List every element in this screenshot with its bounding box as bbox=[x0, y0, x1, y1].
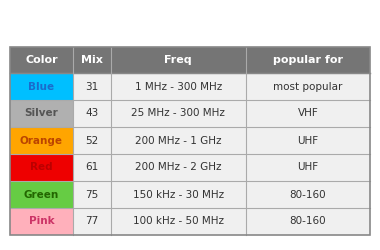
Bar bbox=[73, 181, 111, 208]
Text: 31: 31 bbox=[85, 82, 98, 92]
Bar bbox=[73, 73, 111, 100]
Bar bbox=[246, 181, 370, 208]
Text: 52: 52 bbox=[85, 136, 98, 145]
Text: Blue: Blue bbox=[28, 82, 55, 92]
Bar bbox=[10, 73, 73, 100]
Bar bbox=[10, 127, 73, 154]
Bar bbox=[111, 181, 246, 208]
Bar bbox=[246, 208, 370, 235]
Text: 61: 61 bbox=[85, 162, 98, 172]
Text: 80-160: 80-160 bbox=[290, 216, 326, 226]
Text: Silver: Silver bbox=[25, 108, 59, 118]
Bar bbox=[111, 73, 246, 100]
Bar bbox=[111, 100, 246, 127]
Bar bbox=[10, 100, 73, 127]
Text: 200 MHz - 1 GHz: 200 MHz - 1 GHz bbox=[135, 136, 222, 145]
Bar bbox=[246, 127, 370, 154]
Text: 100 kHz - 50 MHz: 100 kHz - 50 MHz bbox=[133, 216, 224, 226]
Text: VHF: VHF bbox=[298, 108, 318, 118]
Text: Mix: Mix bbox=[81, 55, 103, 65]
Bar bbox=[246, 100, 370, 127]
Bar bbox=[111, 127, 246, 154]
Text: most popular: most popular bbox=[273, 82, 343, 92]
Text: Pink: Pink bbox=[28, 216, 54, 226]
Text: Red: Red bbox=[30, 162, 53, 172]
Text: Color: Color bbox=[25, 55, 58, 65]
Bar bbox=[10, 47, 370, 73]
Text: 200 MHz - 2 GHz: 200 MHz - 2 GHz bbox=[135, 162, 222, 172]
Bar bbox=[10, 208, 73, 235]
Text: Orange: Orange bbox=[20, 136, 63, 145]
Bar bbox=[73, 154, 111, 181]
Bar bbox=[111, 154, 246, 181]
Text: Green: Green bbox=[24, 190, 59, 200]
Text: 75: 75 bbox=[85, 190, 98, 200]
Text: 80-160: 80-160 bbox=[290, 190, 326, 200]
Text: Freq: Freq bbox=[165, 55, 192, 65]
Text: 1 MHz - 300 MHz: 1 MHz - 300 MHz bbox=[135, 82, 222, 92]
Text: popular for: popular for bbox=[273, 55, 343, 65]
Bar bbox=[10, 47, 370, 235]
Text: UHF: UHF bbox=[297, 136, 318, 145]
Bar bbox=[10, 154, 73, 181]
Text: 25 MHz - 300 MHz: 25 MHz - 300 MHz bbox=[131, 108, 225, 118]
Text: 77: 77 bbox=[85, 216, 98, 226]
Bar bbox=[246, 73, 370, 100]
Bar bbox=[246, 154, 370, 181]
Bar bbox=[10, 181, 73, 208]
Bar bbox=[111, 208, 246, 235]
Bar bbox=[73, 100, 111, 127]
Bar bbox=[73, 127, 111, 154]
Text: UHF: UHF bbox=[297, 162, 318, 172]
Text: 43: 43 bbox=[85, 108, 98, 118]
Bar bbox=[73, 208, 111, 235]
Text: 150 kHz - 30 MHz: 150 kHz - 30 MHz bbox=[133, 190, 224, 200]
